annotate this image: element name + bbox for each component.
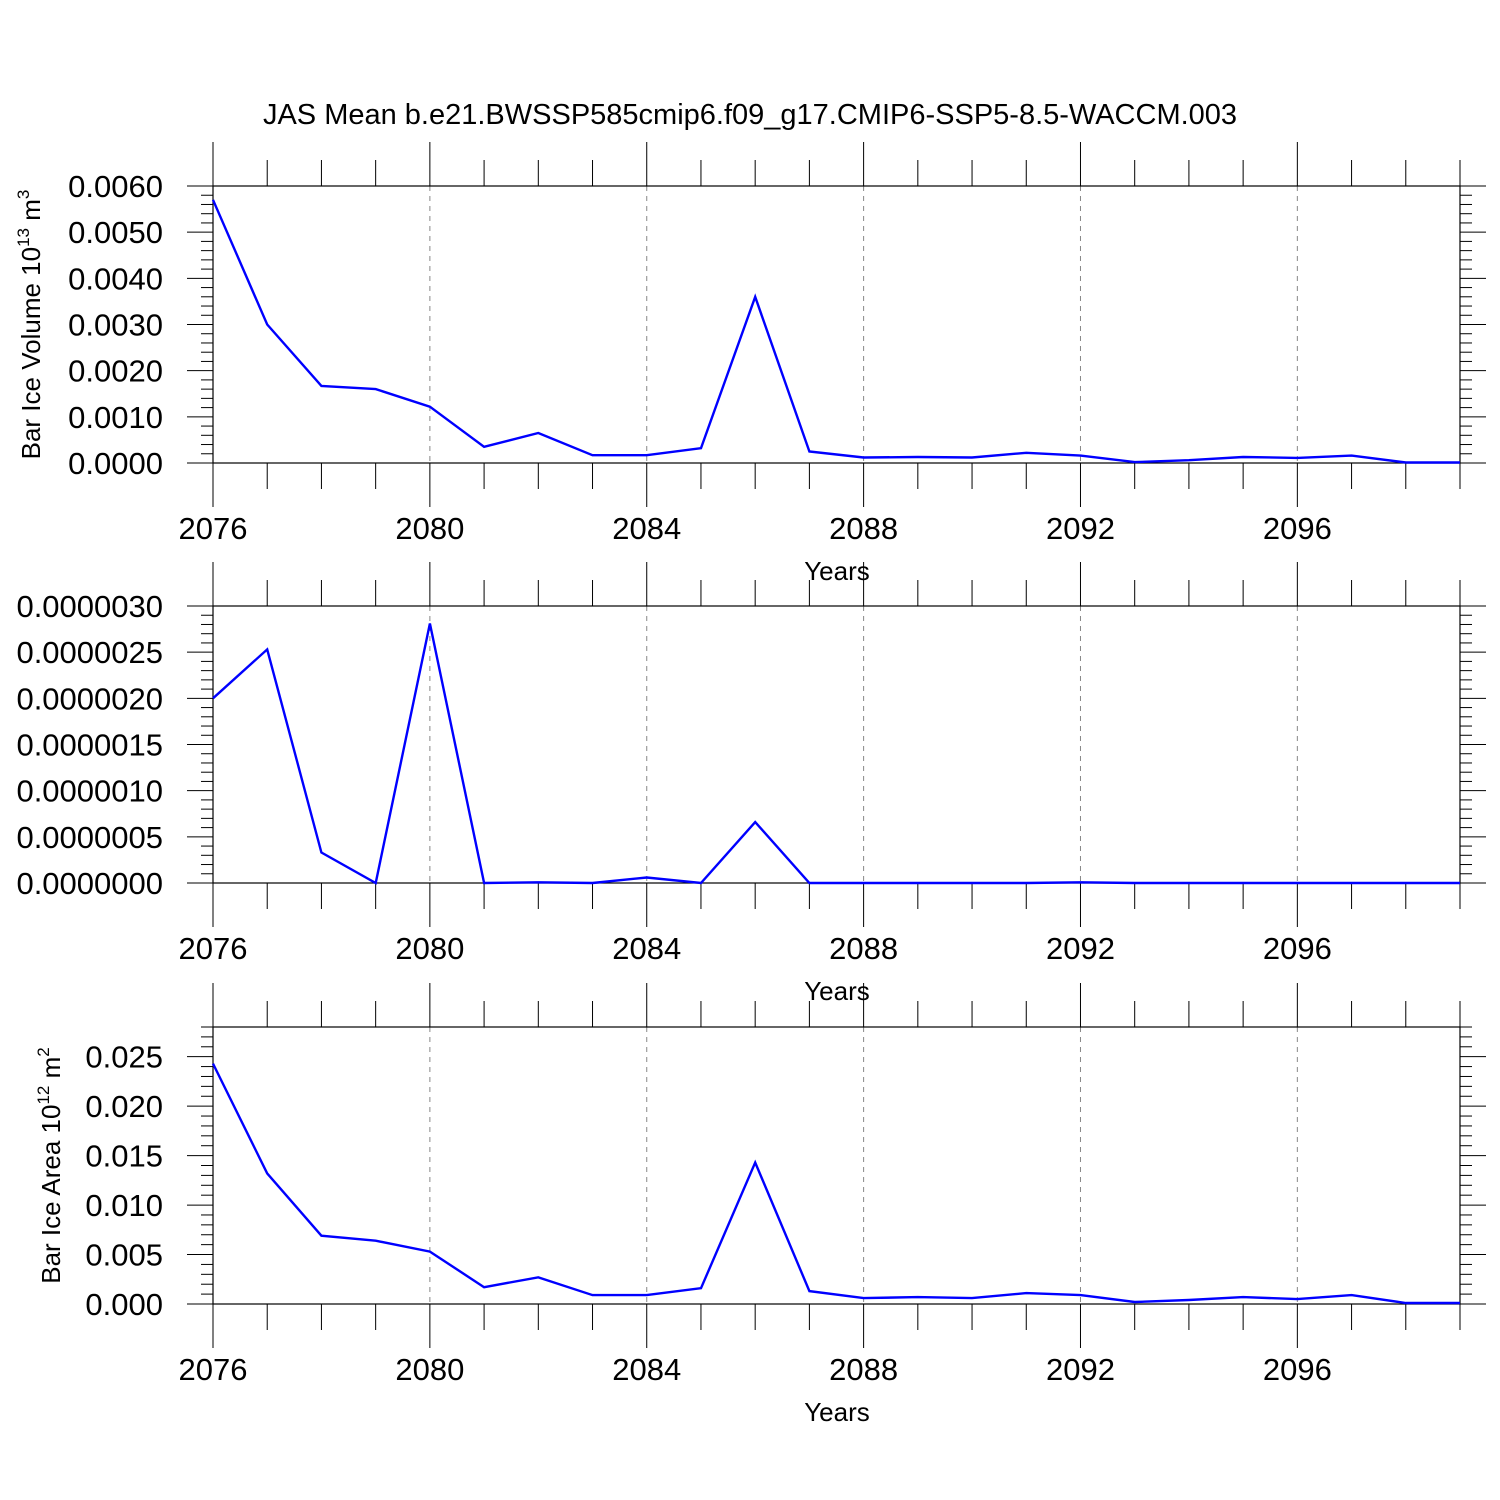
x-tick-label: 2080 [395,931,464,966]
panel-1: 2076 2080 2084 2088 2092 2096 Years 0.0000 0.001… [14,142,1486,586]
x-tick-label: 2088 [829,1352,898,1387]
x-tick-label: 2092 [1046,511,1115,546]
y-tick-label: 0.0000015 [16,728,163,763]
x-tick-label: 2088 [829,931,898,966]
x-axis-label: Years [804,556,870,586]
y-tick-label: 0.0000005 [16,820,163,855]
y-tick-label: 0.0000020 [16,681,163,716]
x-tick-label: 2084 [612,511,681,546]
y-tick-label: 0.0040 [68,261,163,296]
chart-title: JAS Mean b.e21.BWSSP585cmip6.f09_g17.CMI… [263,99,1237,131]
series-line-area [211,1063,1460,1305]
x-tick-label: 2092 [1046,1352,1115,1387]
series-line-volume [211,199,1460,464]
panels: 2076 2080 2084 2088 2092 2096 Years 0.0000 0.001… [14,142,1486,1427]
x-tick-label: 2096 [1263,511,1332,546]
y-tick-label: 0.0000010 [16,774,163,809]
y-tick-label: 0.015 [85,1139,163,1174]
y-tick-label: 0.0000030 [16,589,163,624]
x-tick-label: 2076 [179,931,248,966]
x-tick-label: 2076 [179,1352,248,1387]
x-tick-label: 2080 [395,1352,464,1387]
x-axis-label: Years [804,1397,870,1427]
x-tick-label: 2096 [1263,1352,1332,1387]
y-tick-label: 0.0010 [68,400,163,435]
y-tick-label: 0.0000000 [16,866,163,901]
panel-3: 2076 2080 2084 2088 2092 2096 Years 0.000 0.005 0… [34,983,1486,1427]
y-tick-label: 0.0020 [68,354,163,389]
y-tick-label: 0.000 [85,1287,163,1322]
x-tick-label: 2096 [1263,931,1332,966]
y-tick-label: 0.025 [85,1040,163,1075]
y-axis-label: Bar Ice Volume 1013 m3 [14,190,46,460]
y-tick-label: 0.005 [85,1238,163,1273]
x-tick-label: 2084 [612,1352,681,1387]
y-tick-label: 0.0050 [68,215,163,250]
y-tick-label: 0.020 [85,1089,163,1124]
y-tick-label: 0.0030 [68,308,163,343]
x-tick-label: 2080 [395,511,464,546]
panel-2: 2076 2080 2084 2088 2092 2096 Years 0.0000000 0.… [16,562,1486,1006]
x-tick-label: 2088 [829,511,898,546]
x-tick-label: 2076 [179,511,248,546]
y-axis-label: Bar Ice Area 1012 m2 [34,1047,66,1284]
y-tick-label: 0.010 [85,1188,163,1223]
y-tick-label: 0.0060 [68,169,163,204]
x-tick-label: 2092 [1046,931,1115,966]
series-line-series-2 [212,623,1460,885]
x-axis-label: Years [804,976,870,1006]
y-tick-label: 0.0000 [68,446,163,481]
x-tick-label: 2084 [612,931,681,966]
y-tick-label: 0.0000025 [16,635,163,670]
